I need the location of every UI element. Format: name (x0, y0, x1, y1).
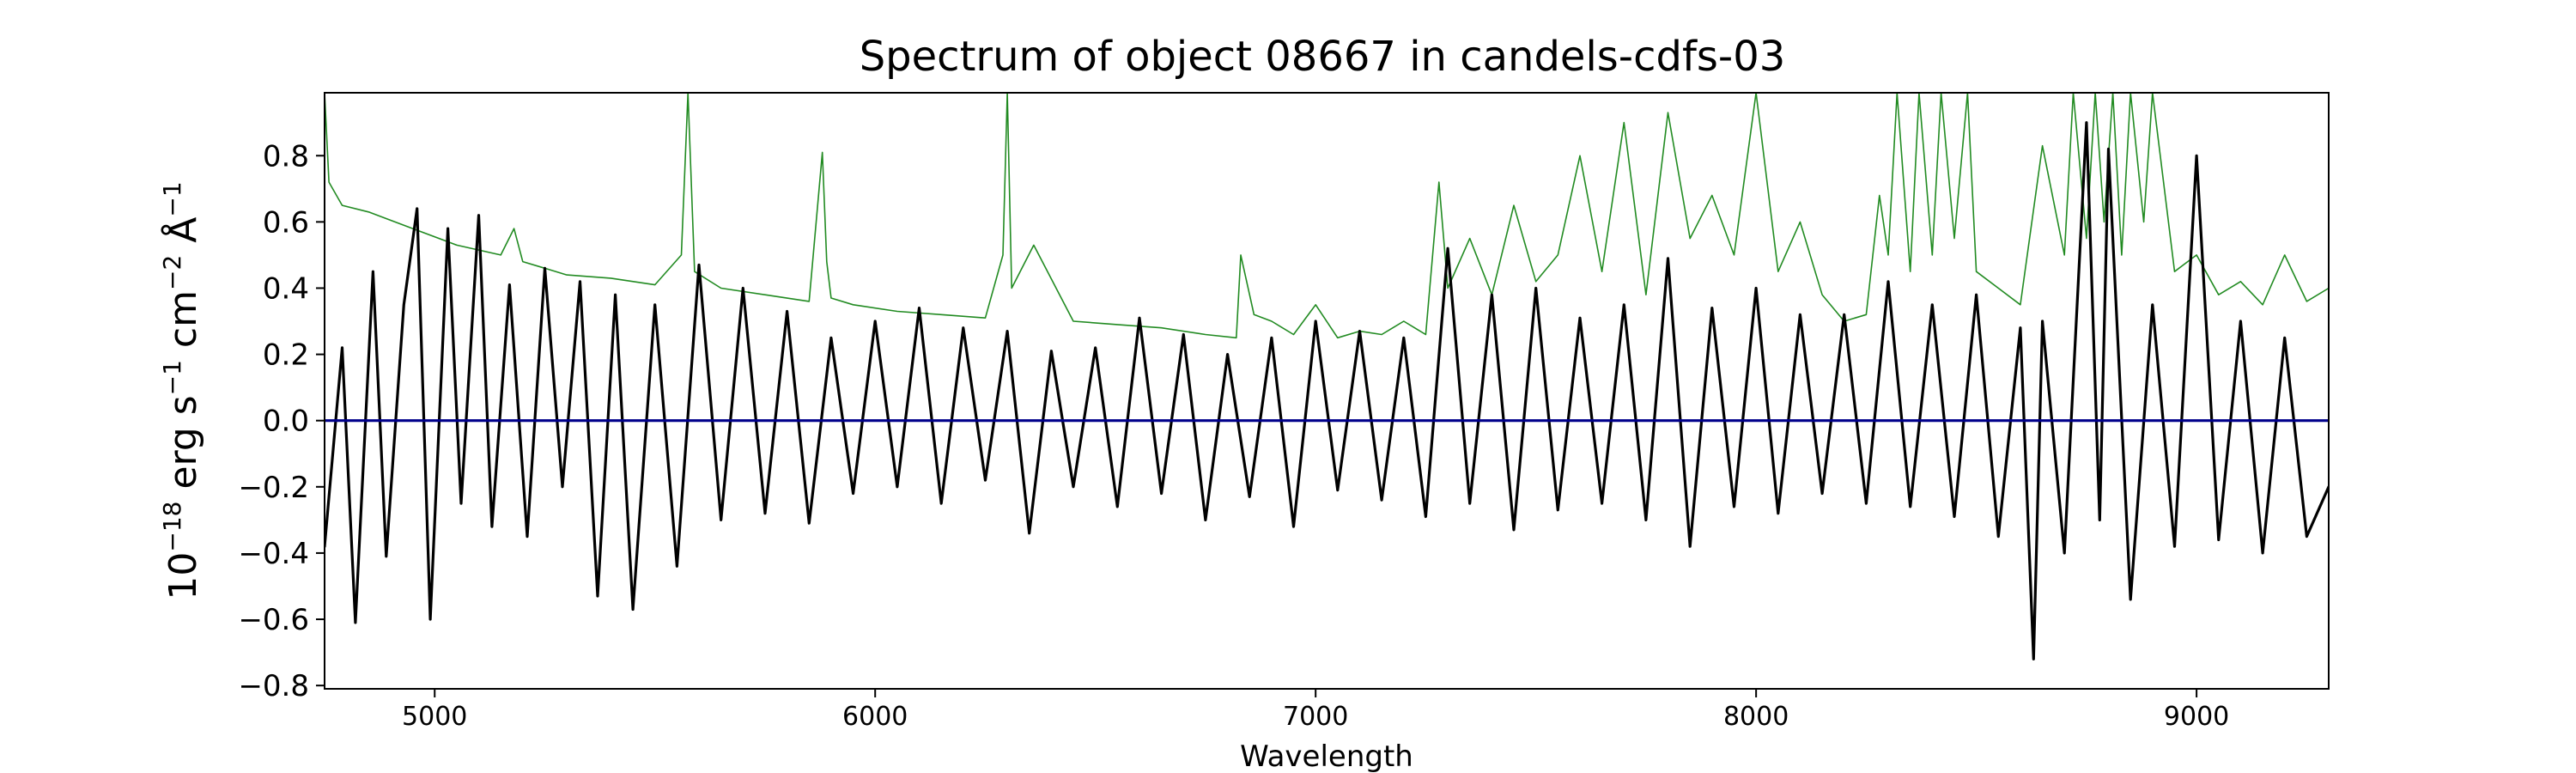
y-tick-label: 0.8 (263, 139, 309, 173)
x-tick-label: 8000 (1723, 702, 1789, 732)
y-label-exp2: −2 (158, 255, 186, 290)
y-axis-label: 10−18 erg s−1 cm−2 Å−1 (158, 181, 205, 600)
y-tick-label: −0.2 (238, 471, 309, 505)
plot-area (324, 92, 2330, 690)
plot-frame (324, 92, 2330, 690)
x-axis-label: Wavelength (1240, 740, 1413, 773)
observed-spectrum-line (325, 121, 2329, 660)
y-tick-label: −0.4 (238, 537, 309, 571)
y-label-exp: −18 (158, 502, 186, 552)
y-label-exp1: −1 (158, 360, 186, 395)
y-tick-label: −0.8 (238, 669, 309, 703)
y-tick-label: 0.6 (263, 205, 309, 240)
y-tick-label: −0.6 (238, 603, 309, 637)
x-tick-label: 7000 (1283, 702, 1348, 732)
y-label-unit2: cm (161, 290, 205, 360)
x-tick-label: 5000 (402, 702, 467, 732)
y-tick-label: 0.2 (263, 338, 309, 373)
y-label-exp3: −1 (158, 181, 186, 216)
series-layer (325, 93, 2329, 660)
x-axis: 5000 6000 7000 8000 9000 (402, 689, 2229, 732)
y-label-prefix: 10 (161, 552, 205, 600)
y-label-unit3: Å (160, 217, 205, 255)
chart-title: Spectrum of object 08667 in candels-cdfs… (860, 33, 1786, 81)
model-spectrum-line (325, 93, 2329, 339)
x-tick-label: 9000 (2164, 702, 2229, 732)
y-tick-label: 0.4 (263, 271, 309, 306)
y-axis: −0.8 −0.6 −0.4 −0.2 0.0 0.2 0.4 0.6 0.8 (238, 139, 325, 703)
y-tick-label: 0.0 (263, 405, 309, 439)
x-tick-label: 6000 (842, 702, 908, 732)
y-label-unit1: erg s (161, 395, 205, 501)
